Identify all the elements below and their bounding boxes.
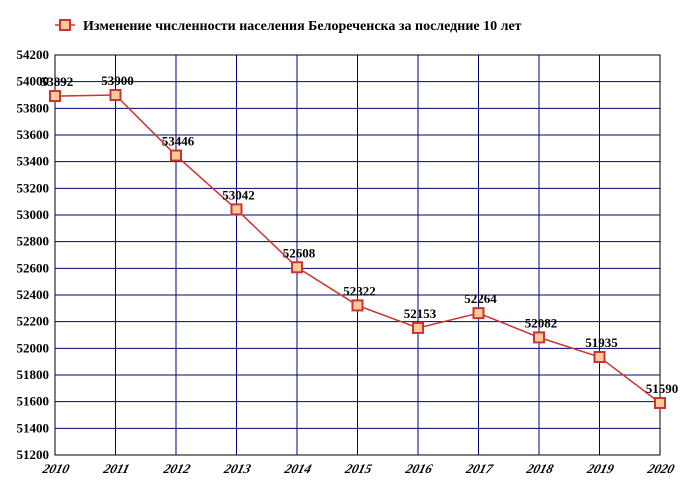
x-tick-label: 2012 <box>161 461 192 476</box>
x-tick-label-group: 2018 <box>524 461 555 476</box>
y-tick-label: 52000 <box>17 340 50 355</box>
y-tick-label: 54200 <box>17 47 50 62</box>
chart-svg: 51200 51400 51600 51800 52000 52200 52400 52600… <box>0 0 680 500</box>
population-chart: 51200 51400 51600 51800 52000 52200 52400 52600… <box>0 0 680 500</box>
x-tick-label-group: 2013 <box>222 461 253 476</box>
x-tick-label-group: 2016 <box>403 461 434 476</box>
legend-label: Изменение численности населения Белорече… <box>83 19 522 34</box>
y-tick-label: 52800 <box>17 234 50 249</box>
y-tick-label: 52400 <box>17 287 50 302</box>
series-marker <box>232 204 242 214</box>
data-label: 53446 <box>162 134 195 149</box>
data-label: 52322 <box>343 283 376 298</box>
x-tick-label-group: 2010 <box>40 461 71 476</box>
data-label: 53042 <box>222 187 255 202</box>
x-tick-label-group: 2014 <box>282 461 313 476</box>
y-tick-label: 53200 <box>17 180 50 195</box>
x-tick-label-group: 2019 <box>585 461 616 476</box>
x-tick-label-group: 2020 <box>645 461 676 476</box>
y-tick-label: 53000 <box>17 207 50 222</box>
y-tick-label: 53600 <box>17 127 50 142</box>
data-label: 52264 <box>464 291 497 306</box>
series-marker <box>595 352 605 362</box>
data-label: 51935 <box>585 335 618 350</box>
data-label: 51590 <box>646 381 679 396</box>
series-marker <box>353 300 363 310</box>
series-marker <box>50 91 60 101</box>
x-tick-label: 2010 <box>40 461 71 476</box>
series-marker <box>111 90 121 100</box>
data-label: 53900 <box>101 73 134 88</box>
x-tick-label-group: 2015 <box>343 461 374 476</box>
data-label: 53892 <box>41 74 74 89</box>
y-tick-label: 52200 <box>17 314 50 329</box>
series-marker <box>655 398 665 408</box>
series-marker <box>292 262 302 272</box>
x-tick-label: 2015 <box>343 461 374 476</box>
x-tick-label: 2014 <box>282 461 313 476</box>
x-tick-label: 2019 <box>585 461 616 476</box>
series-marker <box>171 151 181 161</box>
y-tick-label: 53800 <box>17 100 50 115</box>
y-tick-label: 51800 <box>17 367 50 382</box>
y-tick-label: 51200 <box>17 447 50 462</box>
y-tick-label: 52600 <box>17 260 50 275</box>
series-marker <box>474 308 484 318</box>
x-tick-label-group: 2011 <box>101 461 131 476</box>
x-tick-label: 2011 <box>101 461 131 476</box>
x-tick-label: 2016 <box>403 461 434 476</box>
x-tick-label: 2018 <box>524 461 555 476</box>
data-label: 52608 <box>283 245 316 260</box>
x-tick-label: 2013 <box>222 461 253 476</box>
y-tick-label: 51600 <box>17 394 50 409</box>
series-marker <box>413 323 423 333</box>
legend-marker <box>60 20 70 30</box>
x-tick-label: 2020 <box>645 461 676 476</box>
legend: Изменение численности населения Белорече… <box>55 19 522 34</box>
x-tick-label-group: 2012 <box>161 461 192 476</box>
x-tick-label-group: 2017 <box>464 461 496 476</box>
x-tick-label: 2017 <box>464 461 496 476</box>
y-tick-label: 51400 <box>17 420 50 435</box>
y-tick-label: 53400 <box>17 154 50 169</box>
series-marker <box>534 332 544 342</box>
data-label: 52082 <box>525 315 558 330</box>
data-label: 52153 <box>404 306 437 321</box>
